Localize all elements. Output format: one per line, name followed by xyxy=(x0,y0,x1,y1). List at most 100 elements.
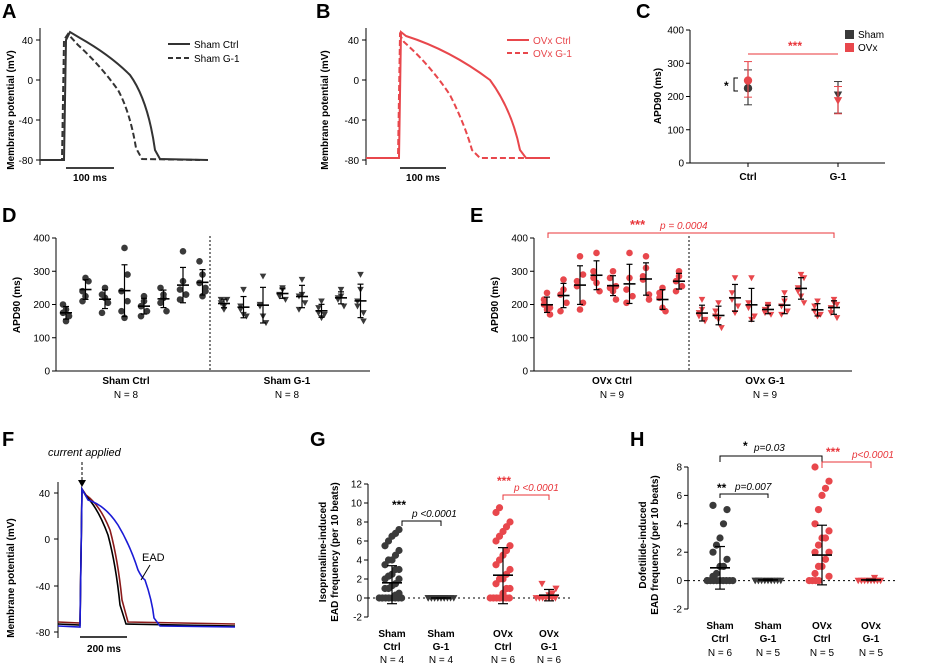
chart-e-animal-point xyxy=(576,306,584,313)
panel-c-ytick-label: 400 xyxy=(667,26,684,37)
legend-swatch-ovx xyxy=(845,43,854,52)
panel-f-ytick-label: -80 xyxy=(36,628,51,639)
panel-e-sig: *** xyxy=(630,217,646,232)
panel-h-ylabel-2: EAD frequency (per 10 beats) xyxy=(650,475,661,615)
panel-e-sig-bracket xyxy=(547,232,835,238)
chart-d-animal-point xyxy=(143,307,151,315)
chart-e-animal-point xyxy=(623,299,630,307)
chart-h-data-point xyxy=(716,534,724,542)
chart-d-animal-point xyxy=(360,318,367,325)
chart-d-animal-point xyxy=(176,286,184,293)
chart-d-ylabel: APD90 (ms) xyxy=(12,277,23,333)
chart-g-data-point xyxy=(506,584,514,593)
chart-h-data-point xyxy=(729,577,737,585)
panel-a: A Membrane potential (mV) 40 0 -40 -80 1… xyxy=(2,1,240,184)
chart-e-animal-point xyxy=(751,313,758,320)
chart-e-animal-point xyxy=(593,249,600,257)
chart-h-data-point xyxy=(723,506,731,514)
chart-e-animal-point xyxy=(576,252,584,260)
trace-red xyxy=(57,486,236,625)
chart-d-animal-point xyxy=(318,298,325,305)
chart-e-ytick-label: 0 xyxy=(522,367,528,378)
chart-e-animal-point xyxy=(626,249,633,257)
panel-h-group-4-line2: G-1 xyxy=(863,634,880,645)
chart-d-animal-point xyxy=(354,303,361,310)
panel-b-ylabel: Membrane potential (mV) xyxy=(320,50,331,169)
chart-d-animal-point xyxy=(301,300,309,307)
panel-b-ytick-label: -40 xyxy=(345,116,360,127)
chart-g-data-point xyxy=(395,546,403,555)
chart-g-data-point xyxy=(450,595,458,602)
legend-ovx: OVx xyxy=(858,43,877,54)
chart-e-animal-point xyxy=(781,290,788,297)
chart-e-animal-point xyxy=(695,313,703,320)
chart-e-animal-point xyxy=(642,252,650,260)
panel-a-ytick-label: -40 xyxy=(19,116,34,127)
chart-g-ytick-label: 2 xyxy=(356,575,362,586)
chart-h-data-point xyxy=(811,548,819,556)
chart-e-animal-point xyxy=(748,275,755,282)
panel-h-bracket-black xyxy=(719,493,769,498)
panel-c-sig-bracket xyxy=(733,77,738,92)
chart-g-ytick-label: -2 xyxy=(353,613,362,624)
chart-e-animal-point xyxy=(745,300,752,307)
panel-g-chart: -2 0 2 4 6 8 10 12 xyxy=(351,480,572,624)
panel-a-scale-label: 100 ms xyxy=(73,173,107,184)
panel-h-group-1-n: N = 6 xyxy=(708,648,733,659)
panel-f: F current applied Membrane potential (mV… xyxy=(2,429,236,655)
panel-h: H Dofetilide-induced EAD frequency (per … xyxy=(630,429,895,659)
chart-e-animal-point xyxy=(590,267,597,275)
panel-h-group-1-line2: Ctrl xyxy=(711,634,728,645)
chart-g-data-point xyxy=(506,542,514,550)
panel-h-group-2-line1: Sham xyxy=(754,621,781,632)
chart-h-data-point xyxy=(712,569,721,578)
chart-d-animal-point xyxy=(98,309,106,317)
chart-e-animal-point xyxy=(579,271,587,278)
chart-e-animal-point xyxy=(718,325,725,332)
chart-h-data-point xyxy=(825,527,833,535)
chart-e-animal-point xyxy=(728,290,736,297)
chart-e-animal-point xyxy=(639,272,647,280)
panel-h-p-black: p=0.007 xyxy=(734,482,772,493)
chart-h-data-point xyxy=(811,520,819,528)
panel-g-group-4-n: N = 6 xyxy=(537,655,562,664)
panel-e-group-ovx-g1: OVx G-1 xyxy=(745,376,785,387)
panel-g-ylabel-1: Isoprenaline-induced xyxy=(318,502,329,603)
chart-e-animal-point xyxy=(794,288,802,295)
chart-e-animal-point xyxy=(540,296,548,303)
chart-d-animal-point xyxy=(104,299,112,307)
panel-g-group-1-line1: Sham xyxy=(378,629,405,640)
panel-h-label: H xyxy=(630,429,644,451)
chart-h-ytick-label: -2 xyxy=(673,605,682,616)
chart-h-data-point xyxy=(821,555,830,563)
chart-e-animal-point xyxy=(712,308,719,315)
panel-c-xtick-label: Ctrl xyxy=(739,172,756,183)
panel-g-group-2-n: N = 4 xyxy=(429,655,454,664)
chart-h-data-point xyxy=(709,501,717,509)
panel-e-group-ovx-ctrl: OVx Ctrl xyxy=(592,376,632,387)
chart-e-animal-point xyxy=(596,287,603,295)
chart-h-data-point xyxy=(821,484,830,492)
chart-d-animal-point xyxy=(315,305,322,312)
chart-d-animal-point xyxy=(340,303,348,310)
chart-h-data-point xyxy=(825,477,833,485)
chart-e-animal-point xyxy=(590,274,597,282)
chart-e-animal-point xyxy=(579,299,587,307)
panel-c-ylabel: APD90 (ms) xyxy=(653,68,664,124)
panel-d-label: D xyxy=(2,205,16,227)
chart-d-animal-point xyxy=(196,257,203,265)
trace-blue-ead xyxy=(57,485,236,628)
legend-sham: Sham xyxy=(858,30,884,41)
chart-g-data-point xyxy=(538,580,546,588)
chart-d-animal-point xyxy=(360,310,367,317)
chart-e-ylabel: APD90 (ms) xyxy=(490,277,501,333)
panel-g-bracket-black xyxy=(401,520,442,526)
panel-h-sig-top: * xyxy=(743,439,748,453)
panel-h-p-top: p=0.03 xyxy=(753,443,785,454)
panel-h-chart: -2 0 2 4 6 8 xyxy=(673,463,895,616)
chart-g-ytick-label: 6 xyxy=(356,537,362,548)
chart-g-data-point xyxy=(552,585,560,593)
chart-h-data-point xyxy=(825,548,833,556)
panel-f-ead-arrow xyxy=(140,564,151,581)
